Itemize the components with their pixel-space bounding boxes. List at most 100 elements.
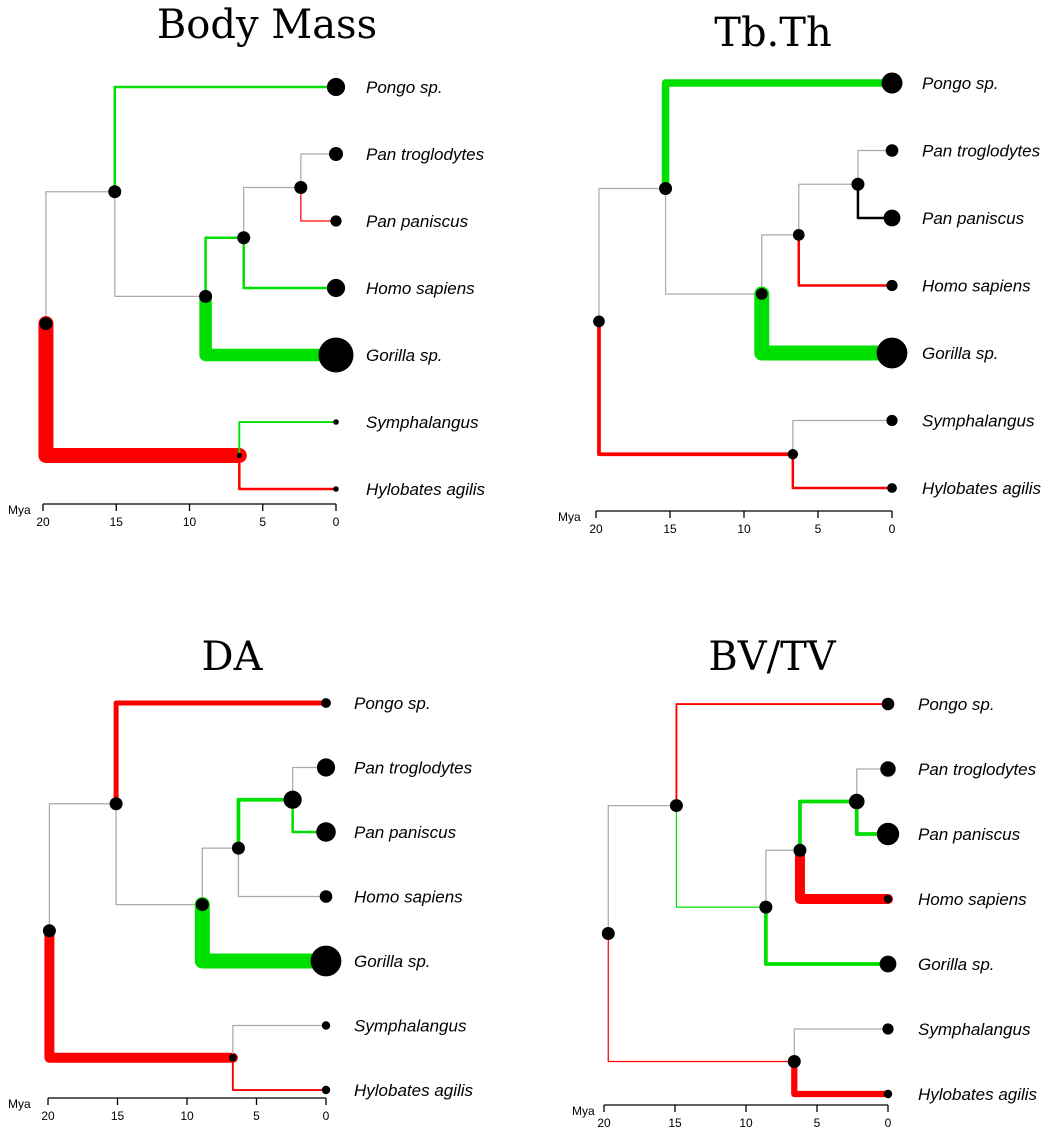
tip-marker-symphalangus [886, 414, 898, 427]
tip-marker-homo-sapiens [886, 279, 898, 292]
branch-to-hominid [607, 804, 678, 935]
tip-marker-homo-sapiens [326, 278, 346, 298]
branch-to-pan-paniscus [856, 183, 894, 220]
tip-label-pan-troglodytes: Pan troglodytes [918, 760, 1037, 779]
node-homo-pan [792, 229, 805, 241]
branch-to-pan [798, 799, 859, 853]
node-pan [283, 790, 302, 809]
tip-label-hylobates-agilis: Hylobates agilis [366, 480, 486, 499]
branch-to-symphalangus [238, 421, 337, 457]
tip-label-pongo-sp: Pongo sp. [918, 695, 995, 714]
branch-to-pan-troglodytes [856, 768, 889, 803]
branch-to-pan [236, 797, 295, 850]
branch-to-african-ape [675, 804, 767, 908]
branch-to-pongo-sp [675, 703, 889, 807]
tip-label-pan-troglodytes: Pan troglodytes [366, 145, 485, 164]
node-homo-pan [237, 231, 251, 245]
branch-to-homo-sapiens [794, 845, 893, 904]
tip-marker-homo-sapiens [319, 890, 333, 903]
branch-to-gorilla-sp [194, 897, 334, 969]
branch-to-homo-pan [761, 234, 800, 295]
tip-label-homo-sapiens: Homo sapiens [366, 279, 475, 298]
tip-marker-pan-troglodytes [316, 758, 336, 777]
axis-tick-label: 10 [737, 522, 751, 536]
tip-label-hylobates-agilis: Hylobates agilis [354, 1081, 474, 1100]
branch-to-hylobates-agilis [791, 453, 894, 490]
node-root [42, 924, 56, 938]
tip-label-gorilla-sp: Gorilla sp. [918, 955, 995, 974]
panel-title: BV/TV [708, 634, 836, 680]
branch-to-african-ape [664, 187, 763, 295]
branch-to-homo-pan [204, 236, 245, 298]
branch-to-hylobates-agilis [791, 1058, 892, 1098]
node-african-ape [199, 289, 213, 303]
node-african-ape [755, 288, 768, 300]
tip-marker-gorilla-sp [318, 337, 354, 373]
node-root [593, 315, 605, 328]
node-pan [848, 793, 865, 810]
tip-marker-symphalangus [333, 419, 339, 425]
node-homo-pan [231, 841, 245, 855]
tree-panel-tb-th: Tb.Th Pongo sp. Pan troglodytes Pan paniscu… [558, 10, 1042, 536]
node-hylobatid [228, 1053, 237, 1062]
axis-tick-label: 5 [253, 1109, 260, 1123]
node-african-ape [759, 900, 773, 914]
tip-label-pan-paniscus: Pan paniscus [366, 212, 469, 231]
branch-to-pan-paniscus [291, 798, 328, 834]
tip-label-gorilla-sp: Gorilla sp. [366, 346, 443, 365]
branch-to-pan-troglodytes [857, 149, 893, 185]
tip-marker-pan-troglodytes [885, 144, 899, 157]
branch-to-homo-pan [201, 847, 240, 906]
tip-marker-pongo-sp [881, 72, 903, 94]
axis-tick-label: 0 [333, 515, 340, 529]
branch-to-homo-sapiens [242, 236, 338, 290]
branch-to-pongo-sp [113, 85, 338, 193]
tip-label-symphalangus: Symphalangus [918, 1020, 1031, 1039]
axis-tick-label: 0 [889, 522, 896, 536]
tip-label-gorilla-sp: Gorilla sp. [354, 952, 431, 971]
branch-to-hylobatid [597, 319, 795, 457]
tip-label-pongo-sp: Pongo sp. [366, 78, 443, 97]
tip-label-gorilla-sp: Gorilla sp. [922, 344, 999, 363]
branch-to-symphalangus [792, 419, 893, 455]
axis-tick-label: 20 [589, 522, 603, 536]
axis-unit-label: Mya [572, 1104, 595, 1118]
axis-tick-label: 5 [815, 522, 822, 536]
branch-to-hominid [598, 187, 667, 322]
tip-label-pan-paniscus: Pan paniscus [922, 209, 1025, 228]
node-hominid [109, 797, 123, 811]
node-hominid [108, 185, 122, 199]
branch-to-symphalangus [793, 1028, 889, 1063]
tip-label-pan-paniscus: Pan paniscus [354, 823, 457, 842]
branch-to-pongo-sp [113, 700, 329, 807]
branch-to-homo-sapiens [797, 233, 894, 287]
axis-tick-label: 15 [111, 1109, 125, 1123]
node-root [601, 927, 615, 941]
axis-unit-label: Mya [558, 510, 581, 524]
branch-to-african-ape [114, 191, 207, 297]
tip-marker-symphalangus [882, 1023, 894, 1035]
tip-label-pan-troglodytes: Pan troglodytes [354, 759, 473, 778]
branch-to-pongo-sp [661, 79, 896, 193]
tree-panel-da: DA Pongo sp. Pan troglodytes Pan paniscus Ho… [8, 634, 474, 1123]
tip-label-homo-sapiens: Homo sapiens [354, 888, 463, 907]
node-hylobatid [236, 452, 242, 459]
panel-title: Tb.Th [714, 10, 831, 56]
branch-to-hylobatid [44, 925, 238, 1063]
tip-marker-hylobates-agilis [883, 1089, 893, 1099]
tip-marker-pongo-sp [321, 698, 331, 708]
tip-label-hylobates-agilis: Hylobates agilis [922, 479, 1042, 498]
branch-to-gorilla-sp [764, 905, 890, 966]
axis-tick-label: 20 [41, 1109, 55, 1123]
branch-to-pan [243, 186, 302, 239]
node-root [39, 317, 53, 331]
node-homo-pan [793, 843, 807, 857]
node-hylobatid [787, 449, 799, 460]
tip-marker-pan-paniscus [876, 822, 900, 846]
tip-marker-pan-paniscus [316, 822, 336, 842]
axis-tick-label: 0 [885, 1116, 892, 1130]
branch-to-pan-paniscus [300, 186, 337, 222]
tip-marker-hylobates-agilis [887, 483, 897, 493]
branch-to-homo-sapiens [237, 847, 327, 898]
